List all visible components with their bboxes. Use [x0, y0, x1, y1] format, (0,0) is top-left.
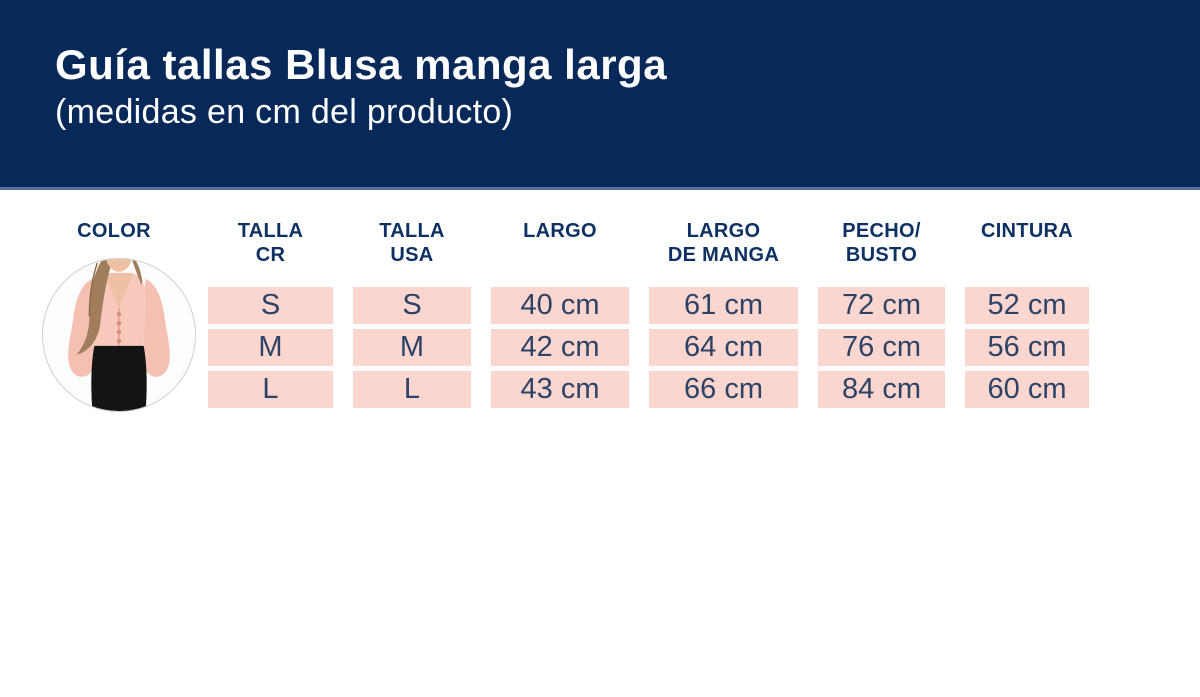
cell-largo: 43 cm: [491, 371, 629, 408]
cell-talla-cr: L: [208, 371, 333, 408]
cell-talla-usa: S: [353, 287, 471, 324]
size-table: COLOR TALLA CR TALLA USA LARGO LARGO DE …: [40, 216, 1089, 408]
cell-pecho-busto: 76 cm: [818, 329, 945, 366]
page-subtitle: (medidas en cm del producto): [55, 93, 514, 132]
column-header-pecho-busto: PECHO/ BUSTO: [842, 220, 921, 266]
cell-talla-usa: L: [353, 371, 471, 408]
cell-largo-de-manga: 66 cm: [649, 371, 798, 408]
column-header-largo-de-manga: LARGO DE MANGA: [667, 220, 780, 266]
column-header-color: COLOR: [77, 220, 151, 242]
page-title: Guía tallas Blusa manga larga: [55, 41, 668, 88]
cell-largo: 40 cm: [491, 287, 629, 324]
banner: Guía tallas Blusa manga larga (medidas e…: [0, 0, 1200, 190]
column-header-talla-usa: TALLA USA: [379, 220, 445, 266]
blouse-illustration: [43, 259, 195, 411]
cell-largo-de-manga: 61 cm: [649, 287, 798, 324]
cell-cintura: 56 cm: [965, 329, 1089, 366]
cell-talla-cr: M: [208, 329, 333, 366]
column-header-cintura: CINTURA: [980, 220, 1074, 242]
cell-cintura: 52 cm: [965, 287, 1089, 324]
cell-largo-de-manga: 64 cm: [649, 329, 798, 366]
product-photo-swatch: [42, 258, 196, 412]
cell-pecho-busto: 72 cm: [818, 287, 945, 324]
cell-largo: 42 cm: [491, 329, 629, 366]
cell-cintura: 60 cm: [965, 371, 1089, 408]
cell-talla-cr: S: [208, 287, 333, 324]
cell-pecho-busto: 84 cm: [818, 371, 945, 408]
cell-talla-usa: M: [353, 329, 471, 366]
column-header-largo: LARGO: [523, 220, 597, 242]
column-header-talla-cr: TALLA CR: [237, 220, 304, 266]
